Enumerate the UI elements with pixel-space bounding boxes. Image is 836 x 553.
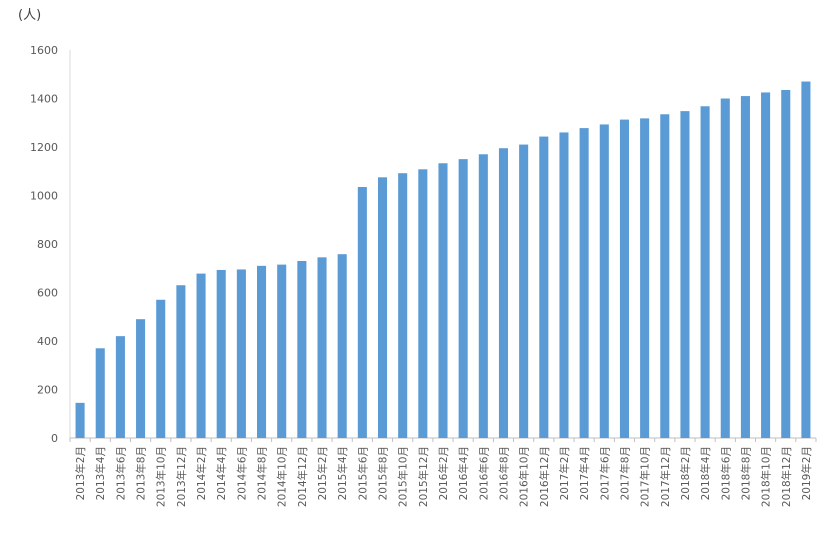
bar xyxy=(75,402,85,438)
x-tick-label: 2018年2月 xyxy=(679,446,692,500)
bar xyxy=(377,177,388,438)
x-tick-label: 2014年10月 xyxy=(276,446,289,507)
x-tick-label: 2015年10月 xyxy=(397,446,410,507)
bar xyxy=(660,114,670,438)
x-tick-label: 2018年10月 xyxy=(760,446,773,507)
bar xyxy=(519,144,529,438)
x-tick-label: 2015年2月 xyxy=(316,446,329,500)
bar xyxy=(257,265,267,438)
bar xyxy=(781,90,791,438)
y-tick-label: 1600 xyxy=(30,44,58,57)
bar xyxy=(720,98,730,438)
bar xyxy=(498,148,509,438)
y-tick-label: 0 xyxy=(51,432,58,445)
bar xyxy=(599,124,609,438)
bar xyxy=(297,260,307,438)
x-tick-label: 2016年2月 xyxy=(437,446,450,500)
bar xyxy=(156,299,166,438)
x-tick-label: 2019年2月 xyxy=(800,446,813,500)
x-tick-label: 2017年10月 xyxy=(639,446,652,507)
x-tick-label: 2016年4月 xyxy=(457,446,470,500)
x-tick-label: 2016年6月 xyxy=(477,446,490,500)
y-tick-label: 200 xyxy=(37,384,58,397)
y-tick-label: 600 xyxy=(37,287,58,300)
bar-series xyxy=(75,81,811,439)
x-tick-label: 2017年4月 xyxy=(578,446,591,500)
y-tick-label: 1400 xyxy=(30,93,58,106)
bar xyxy=(418,169,428,438)
x-tick-label: 2013年10月 xyxy=(155,446,168,507)
bar xyxy=(559,132,569,438)
bar xyxy=(216,269,226,438)
bar xyxy=(680,111,690,439)
bar xyxy=(740,96,750,438)
bar xyxy=(317,257,327,438)
bar xyxy=(337,254,347,438)
bar xyxy=(478,154,488,438)
bar xyxy=(176,285,186,438)
y-tick-label: 1200 xyxy=(30,141,58,154)
x-tick-label: 2018年8月 xyxy=(739,446,752,500)
bar xyxy=(458,159,468,439)
x-axis-labels: 2013年2月 2013年4月 2013年6月 2013年8月 2013年10月 2013… xyxy=(74,446,813,507)
bar xyxy=(398,173,408,438)
x-tick-label: 2016年12月 xyxy=(538,446,551,507)
x-tick-label: 2014年8月 xyxy=(256,446,269,500)
y-axis-ticks: 0 200 400 600 800 1000 1200 1400 1600 xyxy=(30,44,58,445)
x-tick-label: 2017年8月 xyxy=(618,446,631,500)
x-tick-label: 2017年12月 xyxy=(659,446,672,507)
bar xyxy=(236,269,246,438)
x-tick-label: 2015年12月 xyxy=(417,446,430,507)
x-tick-label: 2014年2月 xyxy=(195,446,208,500)
x-tick-label: 2013年12月 xyxy=(175,446,188,507)
x-axis-ticks xyxy=(69,438,817,442)
x-tick-label: 2013年2月 xyxy=(74,446,87,500)
bar xyxy=(539,136,549,438)
bar xyxy=(196,273,206,438)
x-tick-label: 2014年4月 xyxy=(215,446,228,500)
bar xyxy=(438,163,448,438)
x-tick-label: 2013年8月 xyxy=(135,446,148,500)
x-tick-label: 2013年4月 xyxy=(94,446,107,500)
x-tick-label: 2018年4月 xyxy=(699,446,712,500)
bar xyxy=(115,336,125,438)
x-tick-label: 2018年6月 xyxy=(719,446,732,500)
y-axis-unit-label: (人) xyxy=(18,8,42,23)
bar xyxy=(95,348,105,438)
bar xyxy=(700,106,710,438)
bar xyxy=(640,118,650,438)
x-tick-label: 2017年2月 xyxy=(558,446,571,500)
x-tick-label: 2014年6月 xyxy=(235,446,248,500)
y-tick-label: 800 xyxy=(37,238,58,251)
bar xyxy=(761,92,771,438)
x-tick-label: 2015年4月 xyxy=(336,446,349,500)
x-tick-label: 2015年8月 xyxy=(377,446,390,500)
x-tick-label: 2018年12月 xyxy=(780,446,793,507)
y-tick-label: 400 xyxy=(37,335,58,348)
bar xyxy=(357,187,367,438)
bar xyxy=(801,81,811,438)
x-tick-label: 2015年6月 xyxy=(356,446,369,500)
x-tick-label: 2016年10月 xyxy=(518,446,531,507)
bar xyxy=(277,264,287,438)
bar xyxy=(579,128,589,438)
x-tick-label: 2016年8月 xyxy=(497,446,510,500)
y-tick-label: 1000 xyxy=(30,190,58,203)
x-tick-label: 2017年6月 xyxy=(598,446,611,500)
bar xyxy=(619,119,629,438)
x-tick-label: 2013年6月 xyxy=(114,446,127,500)
x-tick-label: 2014年12月 xyxy=(296,446,309,507)
bar xyxy=(136,319,146,438)
